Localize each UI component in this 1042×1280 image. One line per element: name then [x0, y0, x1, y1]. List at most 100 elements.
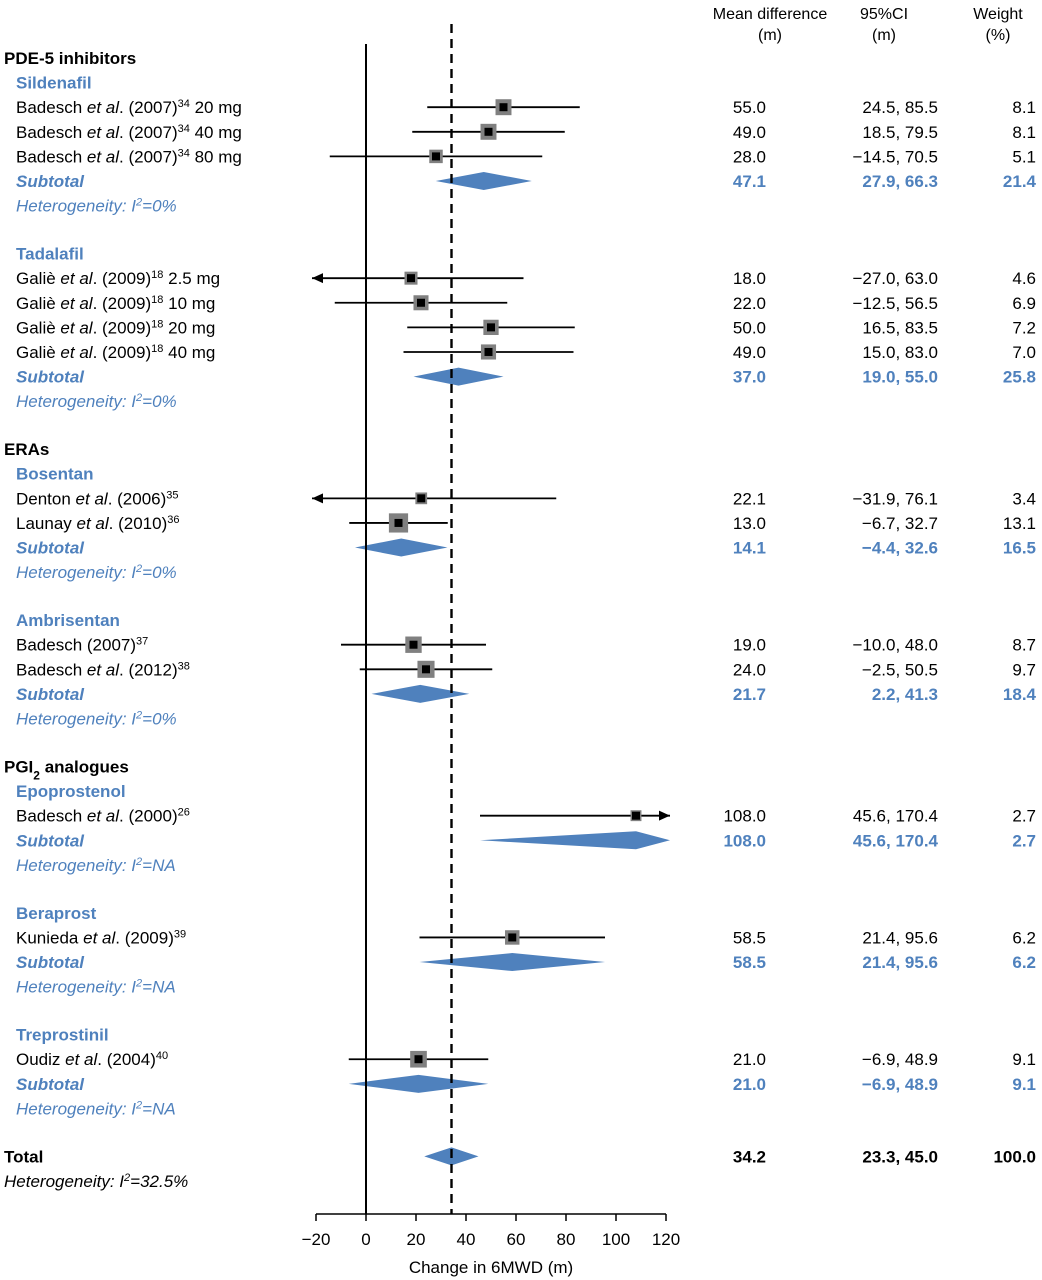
point-estimate: [409, 640, 418, 649]
category-label: ERAs: [4, 440, 49, 459]
weight-value: 5.1: [1012, 147, 1036, 166]
subtotal-mean-difference: 108.0: [723, 831, 766, 850]
total-label: Total: [4, 1147, 43, 1166]
forest-row-category: PDE-5 inhibitors: [4, 49, 136, 68]
study-label: Badesch et al. (2007)34 40 mg: [16, 123, 242, 142]
point-estimate: [432, 152, 440, 161]
mean-difference-value: 24.0: [733, 660, 766, 679]
forest-row-study: Denton et al. (2006)35 22.1 −31.9, 76.1 3.4: [16, 489, 1036, 508]
weight-value: 7.0: [1012, 343, 1036, 362]
weight-value: 8.1: [1012, 98, 1036, 117]
subtotal-label: Subtotal: [16, 1075, 85, 1094]
study-label: Badesch et al. (2012)38: [16, 660, 190, 679]
weight-value: 6.2: [1012, 928, 1036, 947]
subtotal-weight: 25.8: [1003, 368, 1036, 387]
ci-value: −31.9, 76.1: [852, 489, 938, 508]
weight-value: 3.4: [1012, 489, 1036, 508]
subtotal-mean-difference: 37.0: [733, 368, 766, 387]
heterogeneity-label: Heterogeneity: I2=32.5%: [4, 1172, 188, 1191]
forest-row-group: Treprostinil: [16, 1026, 109, 1045]
category-label: PDE-5 inhibitors: [4, 49, 136, 68]
forest-row-study: Galiè et al. (2009)18 10 mg 22.0 −12.5, 56…: [16, 294, 1036, 313]
ci-value: −27.0, 63.0: [852, 269, 938, 288]
x-tick-label: 0: [361, 1230, 370, 1249]
subtotal-ci: 21.4, 95.6: [862, 953, 938, 972]
point-estimate: [499, 103, 508, 112]
subtotal-mean-difference: 47.1: [733, 172, 766, 191]
forest-row-het_total: Heterogeneity: I2=32.5%: [4, 1172, 188, 1191]
subtotal-diamond: [480, 831, 670, 850]
column-header-unit: (m): [758, 27, 782, 44]
study-label: Badesch et al. (2007)34 20 mg: [16, 98, 242, 117]
column-header-unit: (%): [986, 27, 1011, 44]
forest-row-group: Sildenafil: [16, 74, 92, 93]
subtotal-label: Subtotal: [16, 685, 85, 704]
forest-row-subtotal: Subtotal 47.1 27.9, 66.3 21.4: [16, 172, 1037, 191]
heterogeneity-label: Heterogeneity: I2=NA: [16, 978, 176, 997]
subtotal-ci: 2.2, 41.3: [872, 685, 938, 704]
point-estimate: [407, 274, 415, 283]
heterogeneity-label: Heterogeneity: I2=0%: [16, 563, 177, 582]
forest-row-het: Heterogeneity: I2=0%: [16, 392, 177, 411]
subgroup-label: Tadalafil: [16, 245, 84, 264]
subtotal-ci: −6.9, 48.9: [862, 1075, 938, 1094]
column-headers: Mean difference (m) 95%CI (m) Weight (%): [713, 6, 1024, 44]
forest-row-category: ERAs: [4, 440, 49, 459]
mean-difference-value: 22.1: [733, 489, 766, 508]
point-estimate: [487, 323, 495, 332]
forest-row-het: Heterogeneity: I2=NA: [16, 1099, 176, 1118]
weight-value: 6.9: [1012, 294, 1036, 313]
mean-difference-value: 49.0: [733, 343, 766, 362]
subgroup-label: Ambrisentan: [16, 611, 120, 630]
forest-row-study: Badesch et al. (2007)34 80 mg 28.0 −14.5, …: [16, 147, 1036, 166]
forest-row-subtotal: Subtotal 14.1 −4.4, 32.6 16.5: [16, 538, 1036, 558]
mean-difference-value: 108.0: [723, 807, 766, 826]
study-label: Galiè et al. (2009)18 20 mg: [16, 318, 215, 337]
mean-difference-value: 58.5: [733, 928, 766, 947]
point-estimate: [508, 933, 517, 942]
category-label: PGI2 analogues: [4, 757, 129, 782]
column-header-title: Mean difference: [713, 6, 828, 23]
heterogeneity-label: Heterogeneity: I2=0%: [16, 392, 177, 411]
forest-row-study: Badesch et al. (2000)26 108.0 45.6, 170.4 2…: [16, 807, 1036, 826]
forest-row-study: Badesch et al. (2012)38 24.0 −2.5, 50.5 9.7: [16, 660, 1036, 679]
mean-difference-value: 21.0: [733, 1050, 766, 1069]
forest-row-group: Tadalafil: [16, 245, 84, 264]
subgroup-label: Sildenafil: [16, 74, 92, 93]
forest-row-het: Heterogeneity: I2=NA: [16, 856, 176, 875]
subtotal-diamond: [348, 1074, 489, 1093]
forest-row-category: PGI2 analogues: [4, 757, 129, 782]
subgroup-label: Beraprost: [16, 904, 97, 923]
subtotal-label: Subtotal: [16, 539, 85, 558]
ci-value: 45.6, 170.4: [853, 807, 938, 826]
point-estimate: [632, 811, 640, 820]
forest-row-study: Badesch et al. (2007)34 20 mg 55.0 24.5, 8…: [16, 98, 1036, 117]
mean-difference-value: 50.0: [733, 318, 766, 337]
forest-row-study: Oudiz et al. (2004)40 21.0 −6.9, 48.9 9.1: [16, 1050, 1036, 1069]
subtotal-ci: −4.4, 32.6: [862, 539, 938, 558]
subgroup-label: Treprostinil: [16, 1026, 109, 1045]
mean-difference-value: 19.0: [733, 636, 766, 655]
weight-value: 9.7: [1012, 660, 1036, 679]
ci-value: 18.5, 79.5: [862, 123, 938, 142]
subtotal-weight: 21.4: [1003, 172, 1037, 191]
point-estimate: [484, 127, 493, 136]
subtotal-diamond: [355, 538, 448, 557]
ci-arrow-left: [312, 493, 323, 504]
study-label: Kunieda et al. (2009)39: [16, 928, 186, 947]
forest-row-group: Bosentan: [16, 465, 93, 484]
subtotal-diamond: [419, 953, 605, 972]
subtotal-diamond: [371, 684, 470, 703]
forest-row-het: Heterogeneity: I2=NA: [16, 978, 176, 997]
x-tick-label: 20: [407, 1230, 426, 1249]
heterogeneity-label: Heterogeneity: I2=0%: [16, 197, 177, 216]
study-label: Galiè et al. (2009)18 2.5 mg: [16, 269, 220, 288]
subgroup-label: Bosentan: [16, 465, 93, 484]
ci-value: −10.0, 48.0: [852, 636, 938, 655]
weight-value: 9.1: [1012, 1050, 1036, 1069]
subtotal-label: Subtotal: [16, 368, 85, 387]
study-label: Badesch et al. (2000)26: [16, 807, 190, 826]
column-header-title: Weight: [973, 6, 1023, 23]
weight-value: 13.1: [1003, 514, 1036, 533]
total-mean-difference: 34.2: [733, 1147, 766, 1166]
